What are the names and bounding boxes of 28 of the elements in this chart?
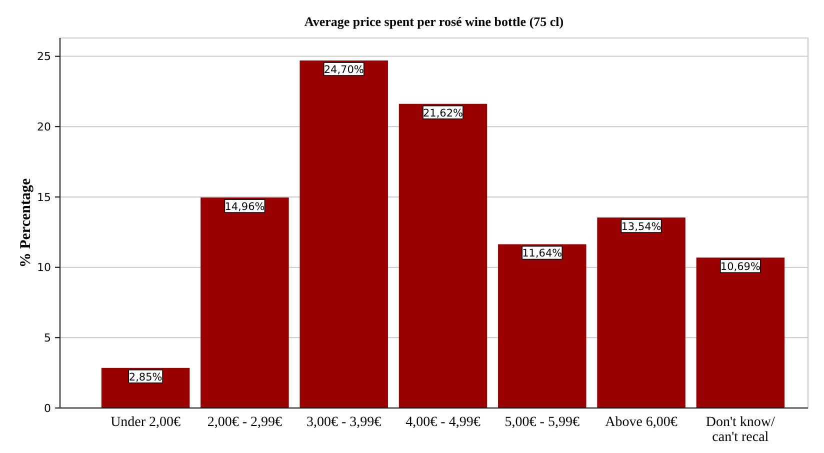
bar (200, 198, 289, 408)
x-tick-label: Don't know/ can't recal (706, 415, 776, 445)
data-label: 13,54% (621, 221, 662, 234)
y-tick-label: 0 (44, 402, 51, 415)
y-tick-label: 10 (37, 261, 51, 274)
bar (398, 104, 488, 408)
x-tick-label: 5,00€ - 5,99€ (504, 415, 580, 430)
x-tick-label: Above 6,00€ (605, 415, 678, 430)
y-tick-label: 25 (37, 50, 51, 64)
x-tick-label: 2,00€ - 2,99€ (207, 415, 282, 430)
x-tick-label: Under 2,00€ (110, 415, 181, 430)
x-tick-label: 4,00€ - 4,99€ (406, 415, 480, 430)
y-tick-label: 15 (37, 190, 51, 204)
y-tick-label: 5 (44, 332, 51, 345)
x-tick-label: 3,00€ - 3,99€ (306, 415, 382, 430)
data-label: 2,85% (128, 371, 162, 384)
chart-title: Average price spent per rosé wine bottle (75 cl) (304, 14, 564, 29)
data-label: 21,62% (422, 107, 464, 120)
data-label: 24,70% (324, 64, 364, 76)
y-axis-title: % Percentage (18, 178, 34, 268)
bar (300, 60, 388, 408)
data-label: 14,96% (224, 201, 265, 214)
bar (498, 244, 586, 408)
bar (597, 218, 686, 408)
data-label: 10,69% (720, 261, 760, 274)
bar (696, 258, 785, 408)
y-tick-label: 20 (37, 120, 51, 134)
data-label: 11,64% (522, 248, 562, 260)
